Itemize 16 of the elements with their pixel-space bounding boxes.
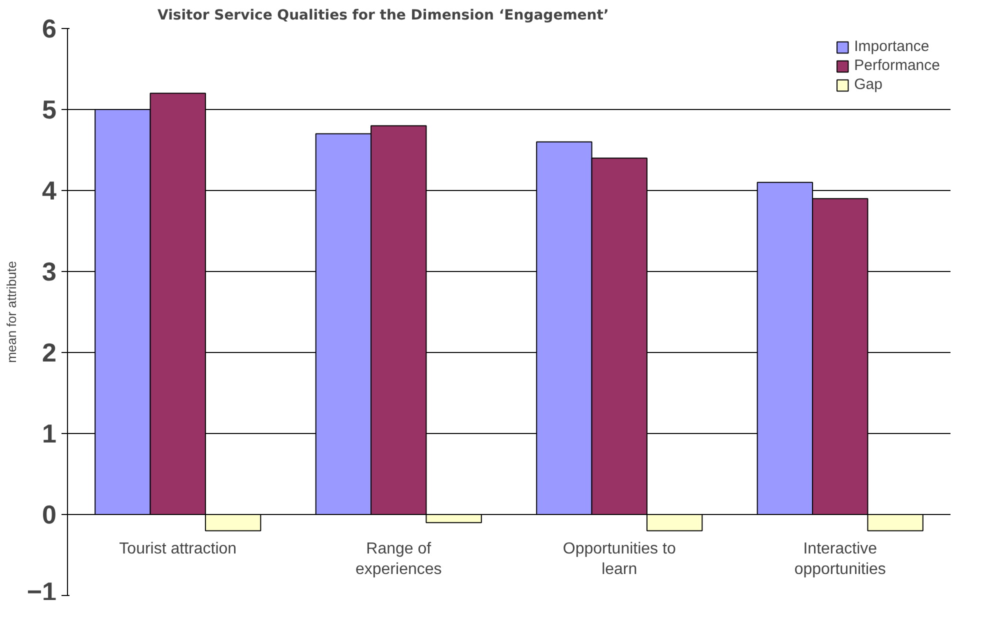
y-tick-label: 4 (42, 176, 58, 206)
y-tick-label: 5 (42, 94, 57, 124)
y-tick-label: 0 (42, 500, 57, 530)
y-tick-label: 2 (42, 338, 57, 368)
x-tick-label: Range of experiences (355, 540, 442, 578)
y-tick-label: 1 (42, 418, 57, 448)
x-tick-label: Interactive opportunities (794, 540, 886, 578)
legend-label: Performance (854, 57, 940, 74)
legend-label: Importance (854, 38, 930, 55)
x-tick-label: Tourist attraction (119, 540, 237, 558)
legend-label: Gap (854, 76, 882, 93)
chart-title: Visitor Service Qualities for the Dimension ‘Engagement’ (158, 8, 609, 24)
y-axis-title: mean for attribute (4, 261, 19, 363)
x-tick-label: Opportunities to learn (562, 540, 676, 578)
y-tick-label: 3 (42, 256, 57, 286)
y-tick-label: 6 (42, 14, 57, 44)
